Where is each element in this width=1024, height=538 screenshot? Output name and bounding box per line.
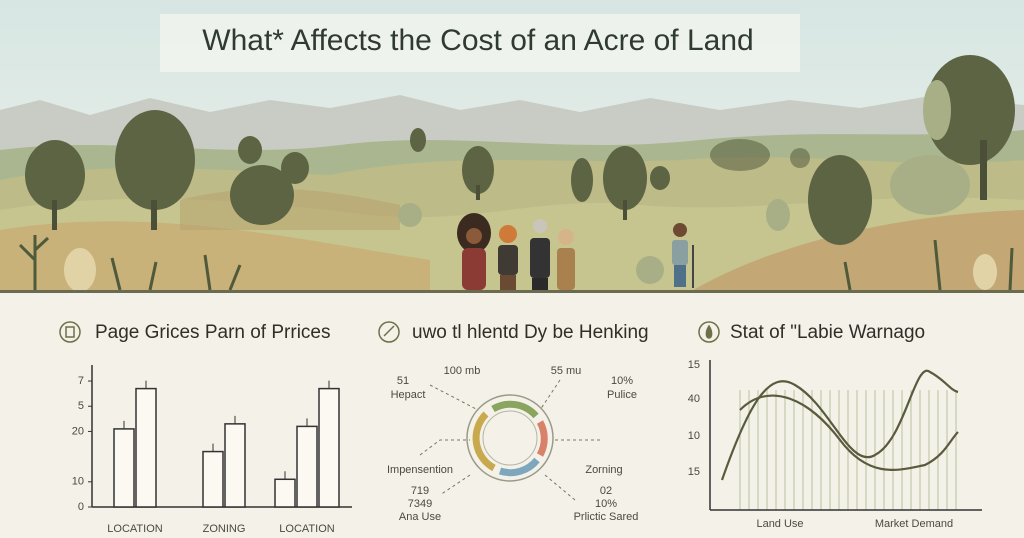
landscape: [0, 0, 1024, 293]
x-tick-label: LOCATION: [279, 523, 334, 535]
diagram-label: 51: [397, 375, 409, 387]
bar: [113, 428, 135, 508]
bar: [224, 423, 246, 508]
diagram-label: Impensention: [387, 464, 453, 476]
x-tick-label: ZONING: [203, 523, 246, 535]
x-tick-label: LOCATION: [107, 523, 162, 535]
panel-title: Stat of "Labie Warnago: [730, 322, 925, 343]
y-tick-label: 10: [688, 430, 700, 442]
diagram-label: Hepact: [391, 389, 426, 401]
diagram-label: 10%: [595, 498, 617, 510]
panel-title: uwo tl hlentd Dy be Henking: [412, 322, 649, 343]
diagram-label: 719: [411, 485, 429, 497]
diagram-label: Pulice: [607, 389, 637, 401]
y-tick-label: 5: [78, 400, 84, 412]
line-chart: [709, 360, 982, 511]
y-tick-label: 0: [78, 501, 84, 513]
x-label: Market Demand: [875, 518, 953, 530]
bar: [135, 387, 157, 508]
diagram-label: Prlictic Sared: [574, 511, 639, 523]
diagram-label: Zorning: [585, 464, 622, 476]
diagram-label: 02: [600, 485, 612, 497]
diagram-label: 55 mu: [551, 365, 582, 377]
y-tick-label: 7: [78, 375, 84, 387]
donut: [419, 379, 600, 501]
y-tick-label: 20: [72, 425, 84, 437]
panel-title: Page Grices Parn of Prrices: [95, 322, 330, 343]
y-tick-label: 15: [688, 466, 700, 478]
y-tick-label: 40: [688, 393, 700, 405]
diagram-label: 7349: [408, 498, 432, 510]
diagram-label: 10%: [611, 375, 633, 387]
panel-icons: [59, 321, 720, 343]
bar: [318, 387, 340, 508]
diagram-label: 100 mb: [444, 365, 481, 377]
bar: [296, 425, 318, 508]
x-label: Land Use: [756, 518, 803, 530]
diagram-label: Ana Use: [399, 511, 441, 523]
title: What* Affects the Cost of an Acre of Lan…: [202, 24, 753, 57]
y-tick-label: 10: [72, 476, 84, 488]
bar: [274, 478, 296, 508]
bar: [202, 450, 224, 508]
y-tick-label: 15: [688, 359, 700, 371]
